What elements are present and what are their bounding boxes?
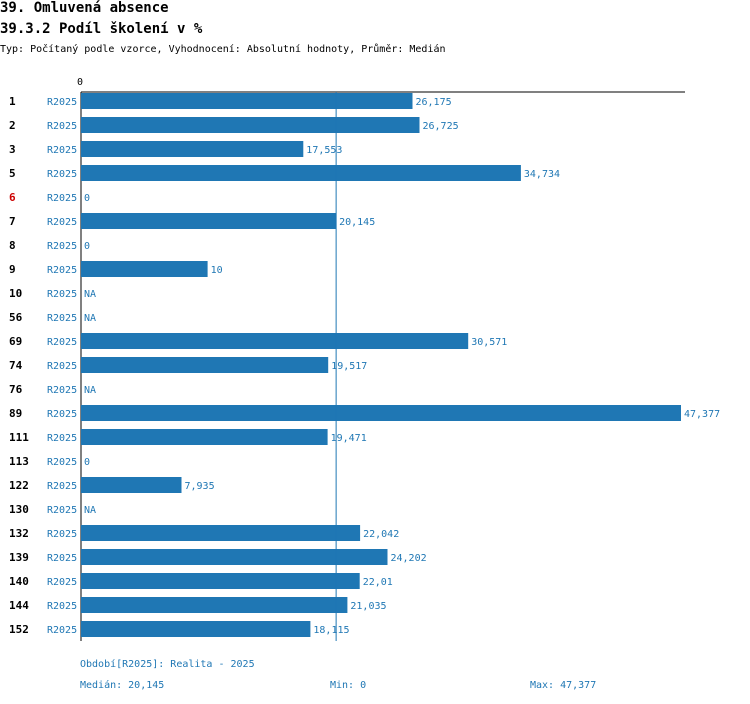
data-label: 10 xyxy=(211,265,223,276)
row-label: 56 xyxy=(9,311,23,324)
row-label: 111 xyxy=(9,431,29,444)
row-label: 9 xyxy=(9,263,16,276)
data-label: 22,042 xyxy=(363,529,399,540)
series-label: R2025 xyxy=(47,169,77,180)
footer-max: Max: 47,377 xyxy=(530,680,597,691)
data-label: 47,377 xyxy=(684,409,720,420)
x-tick-label: 0 xyxy=(77,77,83,88)
data-label: 0 xyxy=(84,457,90,468)
series-label: R2025 xyxy=(47,577,77,588)
bar xyxy=(81,429,328,445)
row-label: 3 xyxy=(9,143,16,156)
series-label: R2025 xyxy=(47,337,77,348)
series-label: R2025 xyxy=(47,313,77,324)
row-label: 7 xyxy=(9,215,16,228)
data-label: NA xyxy=(84,505,96,516)
series-label: R2025 xyxy=(47,361,77,372)
row-label: 140 xyxy=(9,575,29,588)
footer-min: Min: 0 xyxy=(330,680,367,691)
bar xyxy=(81,549,388,565)
footer-median: Medián: 20,145 xyxy=(80,680,165,691)
data-label: 22,01 xyxy=(363,577,393,588)
bar xyxy=(81,213,337,229)
series-label: R2025 xyxy=(47,625,77,636)
row-label: 69 xyxy=(9,335,22,348)
row-label: 132 xyxy=(9,527,29,540)
chart-subtitle: 39.3.2 Podíl školení v % xyxy=(0,21,203,37)
row-label: 8 xyxy=(9,239,16,252)
row-label: 76 xyxy=(9,383,23,396)
data-label: 0 xyxy=(84,241,90,252)
row-label: 74 xyxy=(9,359,23,372)
row-label: 130 xyxy=(9,503,29,516)
series-label: R2025 xyxy=(47,457,77,468)
row-label: 89 xyxy=(9,407,22,420)
series-label: R2025 xyxy=(47,121,77,132)
data-label: 20,145 xyxy=(339,217,375,228)
bar xyxy=(81,93,413,109)
series-label: R2025 xyxy=(47,241,77,252)
series-label: R2025 xyxy=(47,409,77,420)
bar xyxy=(81,141,304,157)
data-label: 0 xyxy=(84,193,90,204)
row-label: 1 xyxy=(9,95,16,108)
row-label: 144 xyxy=(9,599,29,612)
series-label: R2025 xyxy=(47,385,77,396)
bar xyxy=(81,357,329,373)
data-label: NA xyxy=(84,385,96,396)
data-label: NA xyxy=(84,289,96,300)
data-label: 7,935 xyxy=(185,481,215,492)
data-label: 17,553 xyxy=(306,145,342,156)
series-label: R2025 xyxy=(47,481,77,492)
bar xyxy=(81,573,360,589)
bar xyxy=(81,525,361,541)
bar xyxy=(81,117,420,133)
data-label: 21,035 xyxy=(350,601,386,612)
data-label: 26,725 xyxy=(423,121,459,132)
series-label: R2025 xyxy=(47,217,77,228)
data-label: 18,115 xyxy=(313,625,349,636)
row-label: 139 xyxy=(9,551,29,564)
bar xyxy=(81,405,681,421)
series-label: R2025 xyxy=(47,289,77,300)
row-label: 5 xyxy=(9,167,16,180)
series-label: R2025 xyxy=(47,265,77,276)
data-label: 34,734 xyxy=(524,169,560,180)
series-label: R2025 xyxy=(47,433,77,444)
series-label: R2025 xyxy=(47,529,77,540)
series-label: R2025 xyxy=(47,145,77,156)
row-label: 6 xyxy=(9,191,16,204)
data-label: 19,471 xyxy=(331,433,367,444)
data-label: 19,517 xyxy=(331,361,367,372)
data-label: NA xyxy=(84,313,96,324)
row-label: 152 xyxy=(9,623,29,636)
bar xyxy=(81,261,208,277)
page-title: 39. Omluvená absence xyxy=(0,0,169,16)
data-label: 26,175 xyxy=(416,97,452,108)
bar xyxy=(81,597,348,613)
bar xyxy=(81,621,311,637)
series-label: R2025 xyxy=(47,505,77,516)
bar xyxy=(81,333,469,349)
series-label: R2025 xyxy=(47,601,77,612)
footer-period: Období[R2025]: Realita - 2025 xyxy=(80,659,255,670)
row-label: 122 xyxy=(9,479,29,492)
series-label: R2025 xyxy=(47,97,77,108)
bar xyxy=(81,477,182,493)
row-label: 10 xyxy=(9,287,22,300)
series-label: R2025 xyxy=(47,553,77,564)
row-label: 113 xyxy=(9,455,29,468)
series-label: R2025 xyxy=(47,193,77,204)
data-label: 24,202 xyxy=(391,553,427,564)
chart-type-info: Typ: Počítaný podle vzorce, Vyhodnocení:… xyxy=(0,44,446,55)
bar xyxy=(81,165,521,181)
row-label: 2 xyxy=(9,119,16,132)
data-label: 30,571 xyxy=(471,337,507,348)
